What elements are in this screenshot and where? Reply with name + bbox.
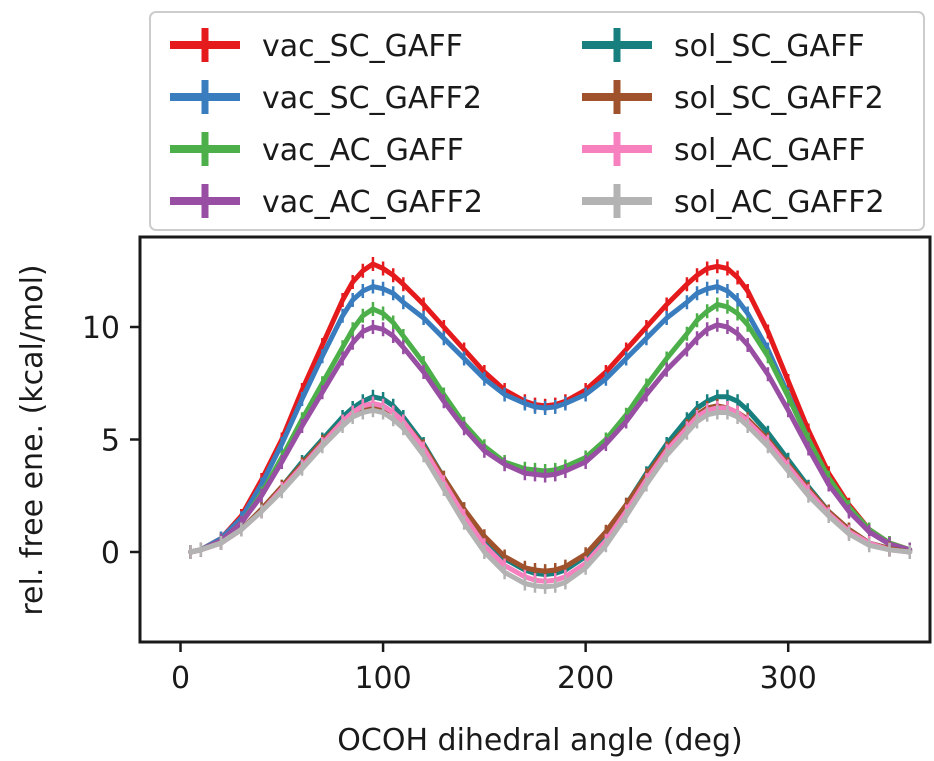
legend-entry-sol_AC_GAFF: sol_AC_GAFF xyxy=(582,132,866,168)
series-vac_AC_GAFF2 xyxy=(188,317,913,559)
legend-entry-vac_AC_GAFF: vac_AC_GAFF xyxy=(170,132,464,168)
legend-frame xyxy=(149,11,925,231)
legend-label: vac_AC_GAFF xyxy=(262,133,464,168)
legend-entry-vac_SC_GAFF: vac_SC_GAFF xyxy=(170,28,463,64)
y-tick-label: 0 xyxy=(101,536,120,571)
series-line xyxy=(188,322,913,555)
x-tick-label: 0 xyxy=(171,661,190,696)
legend-label: vac_AC_GAFF2 xyxy=(262,185,483,220)
legend-label: sol_AC_GAFF xyxy=(674,133,866,168)
legend-entry-sol_SC_GAFF: sol_SC_GAFF xyxy=(582,28,865,64)
x-tick-label: 300 xyxy=(760,661,817,696)
x-tick-label: 200 xyxy=(557,661,614,696)
series-vac_SC_GAFF2 xyxy=(188,279,913,559)
y-axis-label: rel. free ene. (kcal/mol) xyxy=(15,264,50,615)
legend-entry-vac_AC_GAFF2: vac_AC_GAFF2 xyxy=(170,184,483,220)
x-axis-label: OCOH dihedral angle (deg) xyxy=(337,723,742,757)
legend-label: sol_SC_GAFF xyxy=(674,29,865,64)
x-tick-label: 100 xyxy=(354,661,411,696)
legend-label: vac_SC_GAFF xyxy=(262,29,463,64)
y-tick-label: 5 xyxy=(101,424,120,459)
plot-area xyxy=(138,235,932,644)
legend-entry-sol_AC_GAFF2: sol_AC_GAFF2 xyxy=(582,184,885,220)
legend-label: vac_SC_GAFF2 xyxy=(262,81,482,116)
legend: vac_SC_GAFF vac_SC_GAFF2 vac_AC_GAFF vac_AC… xyxy=(149,11,925,231)
y-tick-label: 10 xyxy=(82,311,120,346)
legend-entry-vac_SC_GAFF2: vac_SC_GAFF2 xyxy=(170,80,482,116)
y-axis: 0 5 10 xyxy=(82,311,140,571)
legend-label: sol_AC_GAFF2 xyxy=(674,185,885,220)
legend-label: sol_SC_GAFF2 xyxy=(674,81,884,116)
legend-entry-sol_SC_GAFF2: sol_SC_GAFF2 xyxy=(582,80,884,116)
series-sol_AC_GAFF2 xyxy=(188,403,913,594)
x-axis: 0 100 200 300 xyxy=(171,642,817,696)
series-line xyxy=(188,284,913,555)
